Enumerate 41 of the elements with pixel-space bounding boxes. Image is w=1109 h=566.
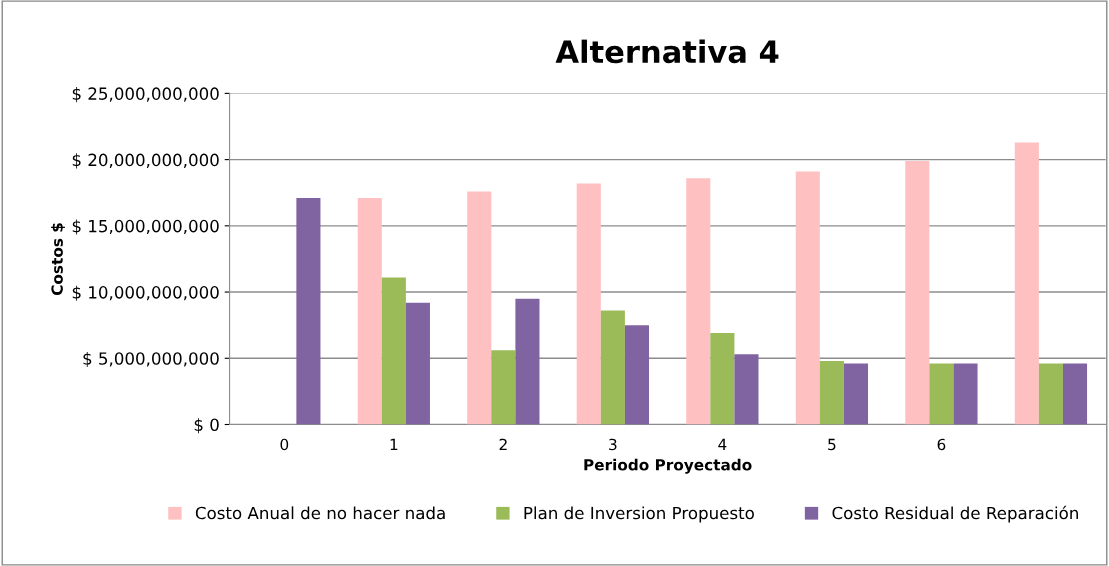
x-tick-label: 6 (937, 438, 946, 451)
bar (843, 363, 869, 425)
x-tick-label: 5 (828, 438, 836, 451)
bar (819, 360, 844, 425)
bar (686, 178, 711, 425)
legend-label: Costo Anual de no hacer nada (195, 506, 445, 520)
bar (467, 191, 492, 425)
x-tick-label: 3 (609, 438, 617, 451)
bar (405, 302, 430, 425)
bar (491, 350, 516, 425)
x-tick-label: 1 (390, 438, 398, 450)
bar (515, 298, 540, 425)
bar (734, 354, 759, 425)
y-tick-label: $ 5,000,000,000 (83, 351, 219, 368)
bar (905, 160, 930, 425)
bar (296, 198, 321, 425)
y-axis-title: Costos $ (51, 223, 65, 295)
y-tick-label: $ 15,000,000,000 (72, 219, 219, 235)
y-tick-label: $ 10,000,000,000 (72, 285, 219, 301)
bar (795, 171, 820, 425)
bar (357, 198, 382, 425)
bar (1062, 363, 1088, 425)
bar (576, 183, 601, 425)
bar (929, 363, 954, 425)
chart-title: Alternativa 4 (555, 39, 779, 64)
legend-label: Costo Residual de Reparación (832, 505, 1078, 523)
bar (600, 310, 625, 425)
x-axis-title: Periodo Proyectado (584, 458, 752, 474)
legend-label: Plan de Inversion Propuesto (524, 506, 754, 523)
bar (1014, 142, 1039, 425)
y-tick-label: $ 0 (194, 418, 219, 434)
x-tick-label: 0 (280, 438, 289, 451)
x-tick-label: 4 (718, 438, 727, 450)
bar (953, 363, 978, 425)
bar (710, 333, 735, 425)
bar (1038, 363, 1063, 425)
y-tick-label: $ 25,000,000,000 (72, 87, 219, 103)
y-tick-label: $ 20,000,000,000 (72, 153, 219, 169)
bar (381, 277, 406, 425)
x-tick-label: 2 (499, 438, 507, 450)
bar (624, 325, 649, 425)
